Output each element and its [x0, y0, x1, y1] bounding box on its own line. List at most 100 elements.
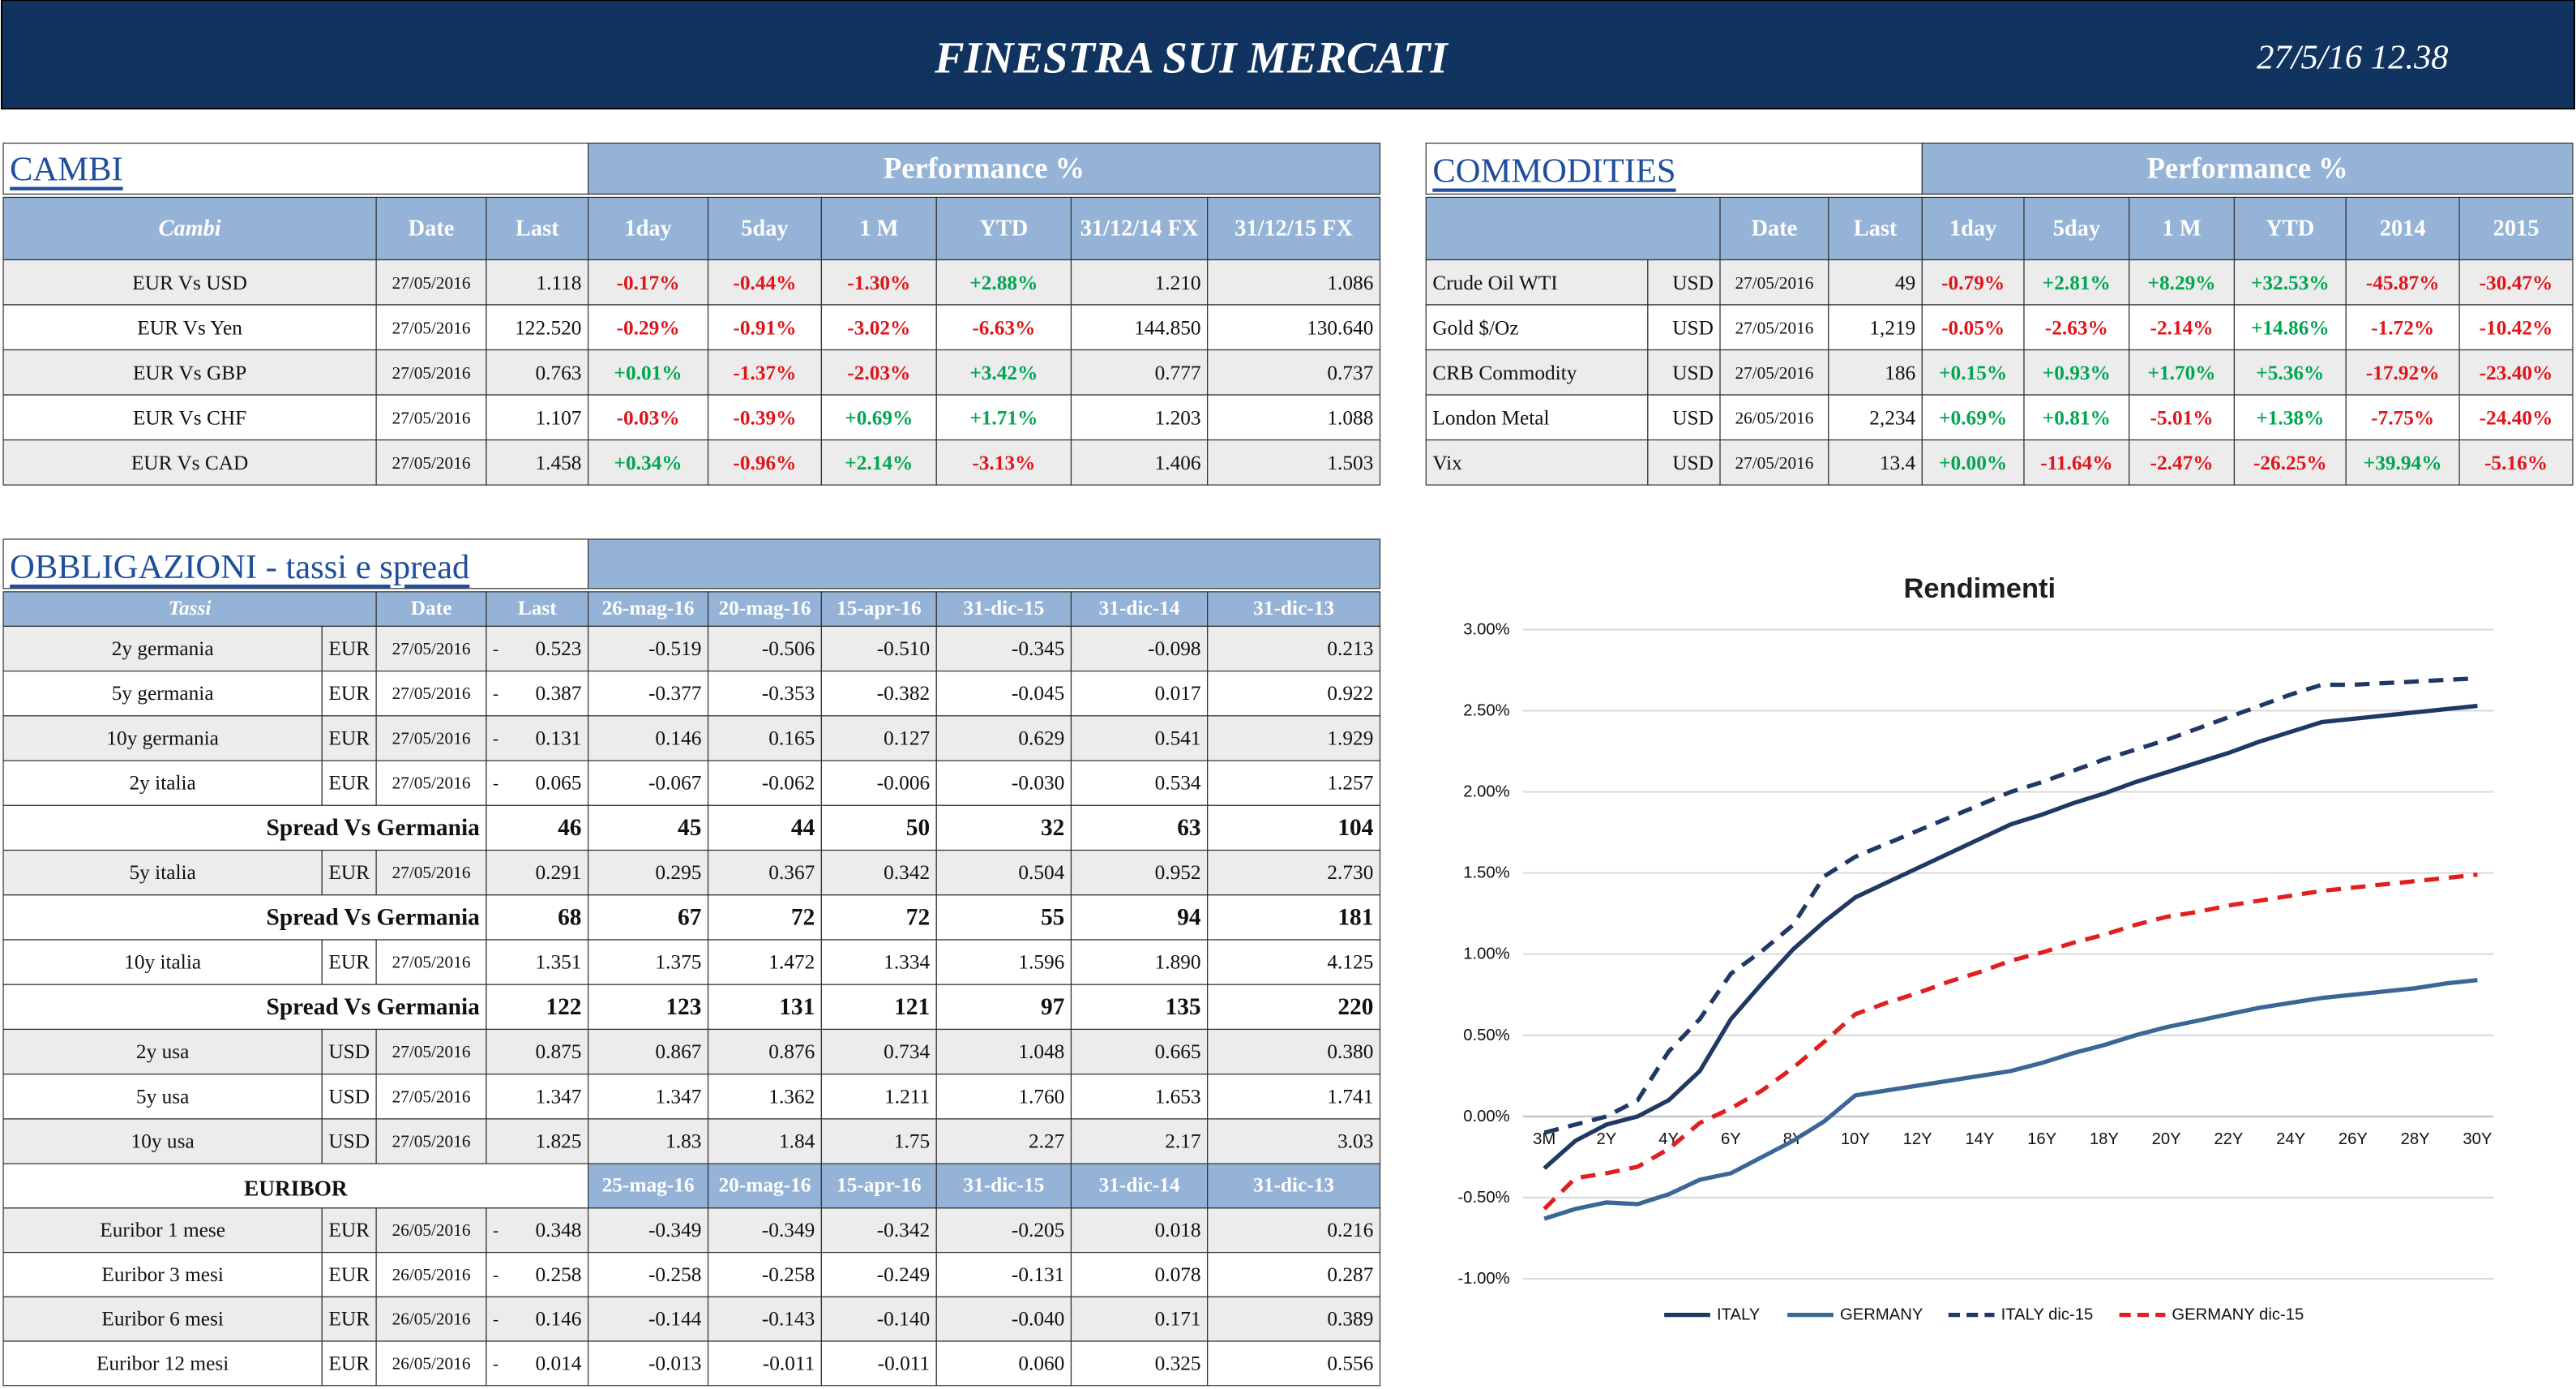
table-cell [707, 196, 823, 261]
cell-text: 1.84 [779, 1130, 815, 1153]
cell-text: 220 [1337, 994, 1373, 1020]
table-cell [1207, 439, 1381, 486]
table-cell [2, 625, 323, 672]
cell-text: USD [1672, 272, 1714, 294]
x-tick-label: 20Y [2152, 1130, 2182, 1148]
cell-text: 26/05/2016 [392, 1265, 471, 1284]
table-cell [2, 439, 377, 486]
table-cell [1070, 1207, 1209, 1254]
cell-text: EUR [328, 772, 370, 795]
cell-text: 55 [1041, 904, 1064, 930]
cell-text: 27/05/2016 [392, 408, 471, 427]
cell-text: 68 [558, 904, 581, 930]
x-tick-label: 6Y [1721, 1130, 1741, 1148]
table-cell [1921, 259, 2025, 306]
table-cell [1207, 1340, 1381, 1387]
cell-text: 1.503 [1327, 452, 1373, 474]
cell-text: 1.210 [1155, 272, 1201, 294]
cell-text: +0.00% [1939, 452, 2007, 474]
cell-text: 27/05/2016 [1735, 318, 1813, 337]
table-cell [2, 671, 323, 717]
table-cell [321, 939, 377, 985]
column-header: 15-apr-16 [837, 1173, 922, 1196]
cell-text: - [493, 728, 499, 748]
table-cell [375, 259, 487, 306]
table-cell [820, 849, 937, 896]
cell-text: -0.144 [648, 1308, 702, 1331]
table-cell [1207, 715, 1381, 761]
cell-text: 0.017 [1155, 682, 1201, 705]
cell-text: CRB Commodity [1432, 362, 1577, 384]
table-cell [820, 1028, 937, 1075]
x-tick-label: 24Y [2276, 1130, 2306, 1148]
table-cell [587, 142, 1381, 195]
spread-label: Spread Vs Germania [266, 904, 480, 930]
y-tick-label: 2.00% [1463, 783, 1509, 801]
cell-text: 1.334 [884, 951, 930, 974]
table-cell [2129, 394, 2236, 441]
cell-text: 0.258 [535, 1263, 581, 1286]
column-header: 26-mag-16 [602, 597, 695, 619]
cell-text: 0.342 [884, 861, 930, 884]
table-cell [935, 439, 1072, 486]
table-cell [2, 538, 589, 589]
cell-text: 0.556 [1327, 1352, 1373, 1374]
table-cell [1070, 1074, 1209, 1120]
cell-text: 1,219 [1869, 316, 1915, 339]
cell-text: 0.629 [1018, 727, 1064, 749]
table-cell [486, 1296, 589, 1342]
table-cell [1207, 804, 1381, 851]
cell-text: 67 [678, 904, 701, 930]
table-cell [321, 1251, 377, 1297]
table-cell [1207, 1296, 1381, 1342]
x-tick-label: 12Y [1903, 1130, 1933, 1148]
table-cell [2, 1028, 323, 1075]
cell-text: 1.347 [655, 1085, 701, 1108]
table-cell [2, 760, 323, 806]
table-cell [935, 1163, 1072, 1209]
cell-text: -0.345 [1012, 637, 1064, 660]
cell-text: 0.146 [535, 1308, 581, 1331]
cell-text: -23.40% [2480, 362, 2553, 384]
table-cell [2233, 439, 2347, 486]
table-cell [707, 1028, 823, 1075]
cell-text: 46 [558, 815, 581, 841]
table-cell [1425, 394, 1649, 441]
y-tick-label: -0.50% [1457, 1189, 1509, 1207]
table-cell [935, 894, 1072, 941]
cell-text: 1.086 [1327, 272, 1373, 294]
table-cell [2233, 394, 2347, 441]
cell-text: 0.348 [535, 1219, 581, 1241]
table-cell [707, 1118, 823, 1164]
cell-text: EUR [328, 1308, 370, 1331]
column-header: Last [518, 597, 557, 619]
y-tick-label: -1.00% [1457, 1270, 1509, 1288]
table-cell [486, 625, 589, 672]
table-cell [707, 894, 823, 941]
table-cell [935, 804, 1072, 851]
table-cell [486, 1207, 589, 1254]
cell-text: EUR [328, 727, 370, 749]
column-header: YTD [2266, 216, 2314, 241]
column-header: 31/12/14 FX [1080, 216, 1199, 241]
table-cell [2233, 304, 2347, 351]
cell-text: 0.127 [884, 727, 930, 749]
table-cell [1647, 439, 1721, 486]
cell-text: USD [328, 1085, 370, 1108]
cell-text: USD [1672, 406, 1714, 429]
table-cell [587, 304, 709, 351]
table-cell [707, 671, 823, 717]
cell-text: 27/05/2016 [392, 453, 471, 473]
column-header: 2015 [2493, 216, 2540, 241]
table-cell [375, 715, 487, 761]
y-tick-label: 2.50% [1463, 702, 1509, 720]
cell-text: 32 [1041, 815, 1064, 841]
cell-text: 0.541 [1155, 727, 1201, 749]
table-cell [375, 1251, 487, 1297]
cell-text: Euribor 6 mesi [101, 1308, 224, 1331]
y-tick-label: 1.50% [1463, 864, 1509, 882]
table-cell [321, 671, 377, 717]
cell-text: +1.71% [969, 406, 1038, 429]
spread-label: Spread Vs Germania [266, 994, 480, 1020]
table-cell [1207, 1251, 1381, 1297]
